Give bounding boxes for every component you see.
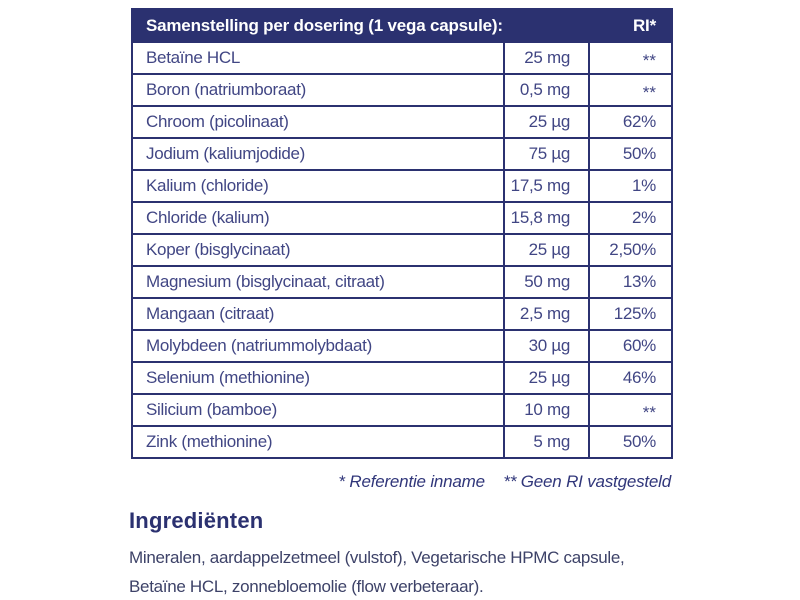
amount-cell: 17,5 mg (503, 169, 590, 203)
table-row: Chloride (kalium) 15,8 mg 2% (131, 201, 673, 235)
ri-value: 50% (622, 432, 656, 451)
table-row: Selenium (methionine) 25 µg 46% (131, 361, 673, 395)
ri-value: 1% (632, 176, 656, 195)
ri-value: 2% (632, 208, 656, 227)
nutrient-name-cell: Selenium (methionine) (131, 361, 505, 395)
footnote-no-ri: ** Geen RI vastgesteld (503, 472, 671, 491)
amount-cell: 25 mg (503, 41, 590, 75)
table-header-title: Samenstelling per dosering (1 vega capsu… (131, 8, 590, 43)
table-header-row: Samenstelling per dosering (1 vega capsu… (131, 8, 673, 43)
ri-cell: 46% (588, 361, 673, 395)
ri-value: ** (642, 83, 656, 102)
nutrient-name-cell: Koper (bisglycinaat) (131, 233, 505, 267)
amount-cell: 30 µg (503, 329, 590, 363)
ri-value: 2,50% (609, 240, 656, 259)
amount-cell: 10 mg (503, 393, 590, 427)
composition-table: Samenstelling per dosering (1 vega capsu… (131, 8, 673, 459)
amount-cell: 5 mg (503, 425, 590, 459)
nutrient-name-cell: Magnesium (bisglycinaat, citraat) (131, 265, 505, 299)
ri-cell: 125% (588, 297, 673, 331)
footnote-reference-intake: * Referentie inname (338, 472, 485, 491)
ingredients-text: Mineralen, aardappelzetmeel (vulstof), V… (129, 548, 625, 596)
amount-cell: 25 µg (503, 105, 590, 139)
table-row: Koper (bisglycinaat) 25 µg 2,50% (131, 233, 673, 267)
table-row: Boron (natriumboraat) 0,5 mg ** (131, 73, 673, 107)
amount-cell: 50 mg (503, 265, 590, 299)
table-header-ri: RI* (588, 8, 673, 43)
ri-cell: 2,50% (588, 233, 673, 267)
table-row: Betaïne HCL 25 mg ** (131, 41, 673, 75)
amount-cell: 0,5 mg (503, 73, 590, 107)
ri-cell: 13% (588, 265, 673, 299)
amount-cell: 75 µg (503, 137, 590, 171)
ri-cell: 50% (588, 425, 673, 459)
nutrient-name-cell: Mangaan (citraat) (131, 297, 505, 331)
amount-cell: 15,8 mg (503, 201, 590, 235)
table-row: Molybdeen (natriummolybdaat) 30 µg 60% (131, 329, 673, 363)
ri-cell: ** (588, 73, 673, 107)
ri-cell: 62% (588, 105, 673, 139)
nutrient-name-cell: Chloride (kalium) (131, 201, 505, 235)
ri-value: ** (642, 403, 656, 422)
nutrient-name-cell: Chroom (picolinaat) (131, 105, 505, 139)
ri-cell: 2% (588, 201, 673, 235)
table-row: Kalium (chloride) 17,5 mg 1% (131, 169, 673, 203)
ri-value: 60% (622, 336, 656, 355)
ri-value: 46% (622, 368, 656, 387)
amount-cell: 25 µg (503, 361, 590, 395)
table-row: Zink (methionine) 5 mg 50% (131, 425, 673, 459)
table-row: Chroom (picolinaat) 25 µg 62% (131, 105, 673, 139)
nutrient-name-cell: Boron (natriumboraat) (131, 73, 505, 107)
table-row: Magnesium (bisglycinaat, citraat) 50 mg 13… (131, 265, 673, 299)
amount-cell: 2,5 mg (503, 297, 590, 331)
ri-cell: ** (588, 393, 673, 427)
table-row: Mangaan (citraat) 2,5 mg 125% (131, 297, 673, 331)
ingredients-heading: Ingrediënten (129, 508, 264, 533)
amount-cell: 25 µg (503, 233, 590, 267)
table-row: Silicium (bamboe) 10 mg ** (131, 393, 673, 427)
nutrient-name-cell: Jodium (kaliumjodide) (131, 137, 505, 171)
nutrient-name-cell: Betaïne HCL (131, 41, 505, 75)
ri-cell: 50% (588, 137, 673, 171)
nutrient-name-cell: Molybdeen (natriummolybdaat) (131, 329, 505, 363)
ri-value: 62% (622, 112, 656, 131)
ri-cell: ** (588, 41, 673, 75)
nutrient-name-cell: Zink (methionine) (131, 425, 505, 459)
ri-value: 50% (622, 144, 656, 163)
footnote: * Referentie inname ** Geen RI vastgeste… (131, 472, 671, 492)
table-row: Jodium (kaliumjodide) 75 µg 50% (131, 137, 673, 171)
nutrient-name-cell: Silicium (bamboe) (131, 393, 505, 427)
ri-value: ** (642, 51, 656, 70)
table-body: Betaïne HCL 25 mg ** Boron (natriumboraat) 0… (131, 41, 673, 459)
ri-cell: 1% (588, 169, 673, 203)
ri-value: 125% (613, 304, 657, 323)
nutrient-name-cell: Kalium (chloride) (131, 169, 505, 203)
ri-cell: 60% (588, 329, 673, 363)
ri-value: 13% (622, 272, 656, 291)
